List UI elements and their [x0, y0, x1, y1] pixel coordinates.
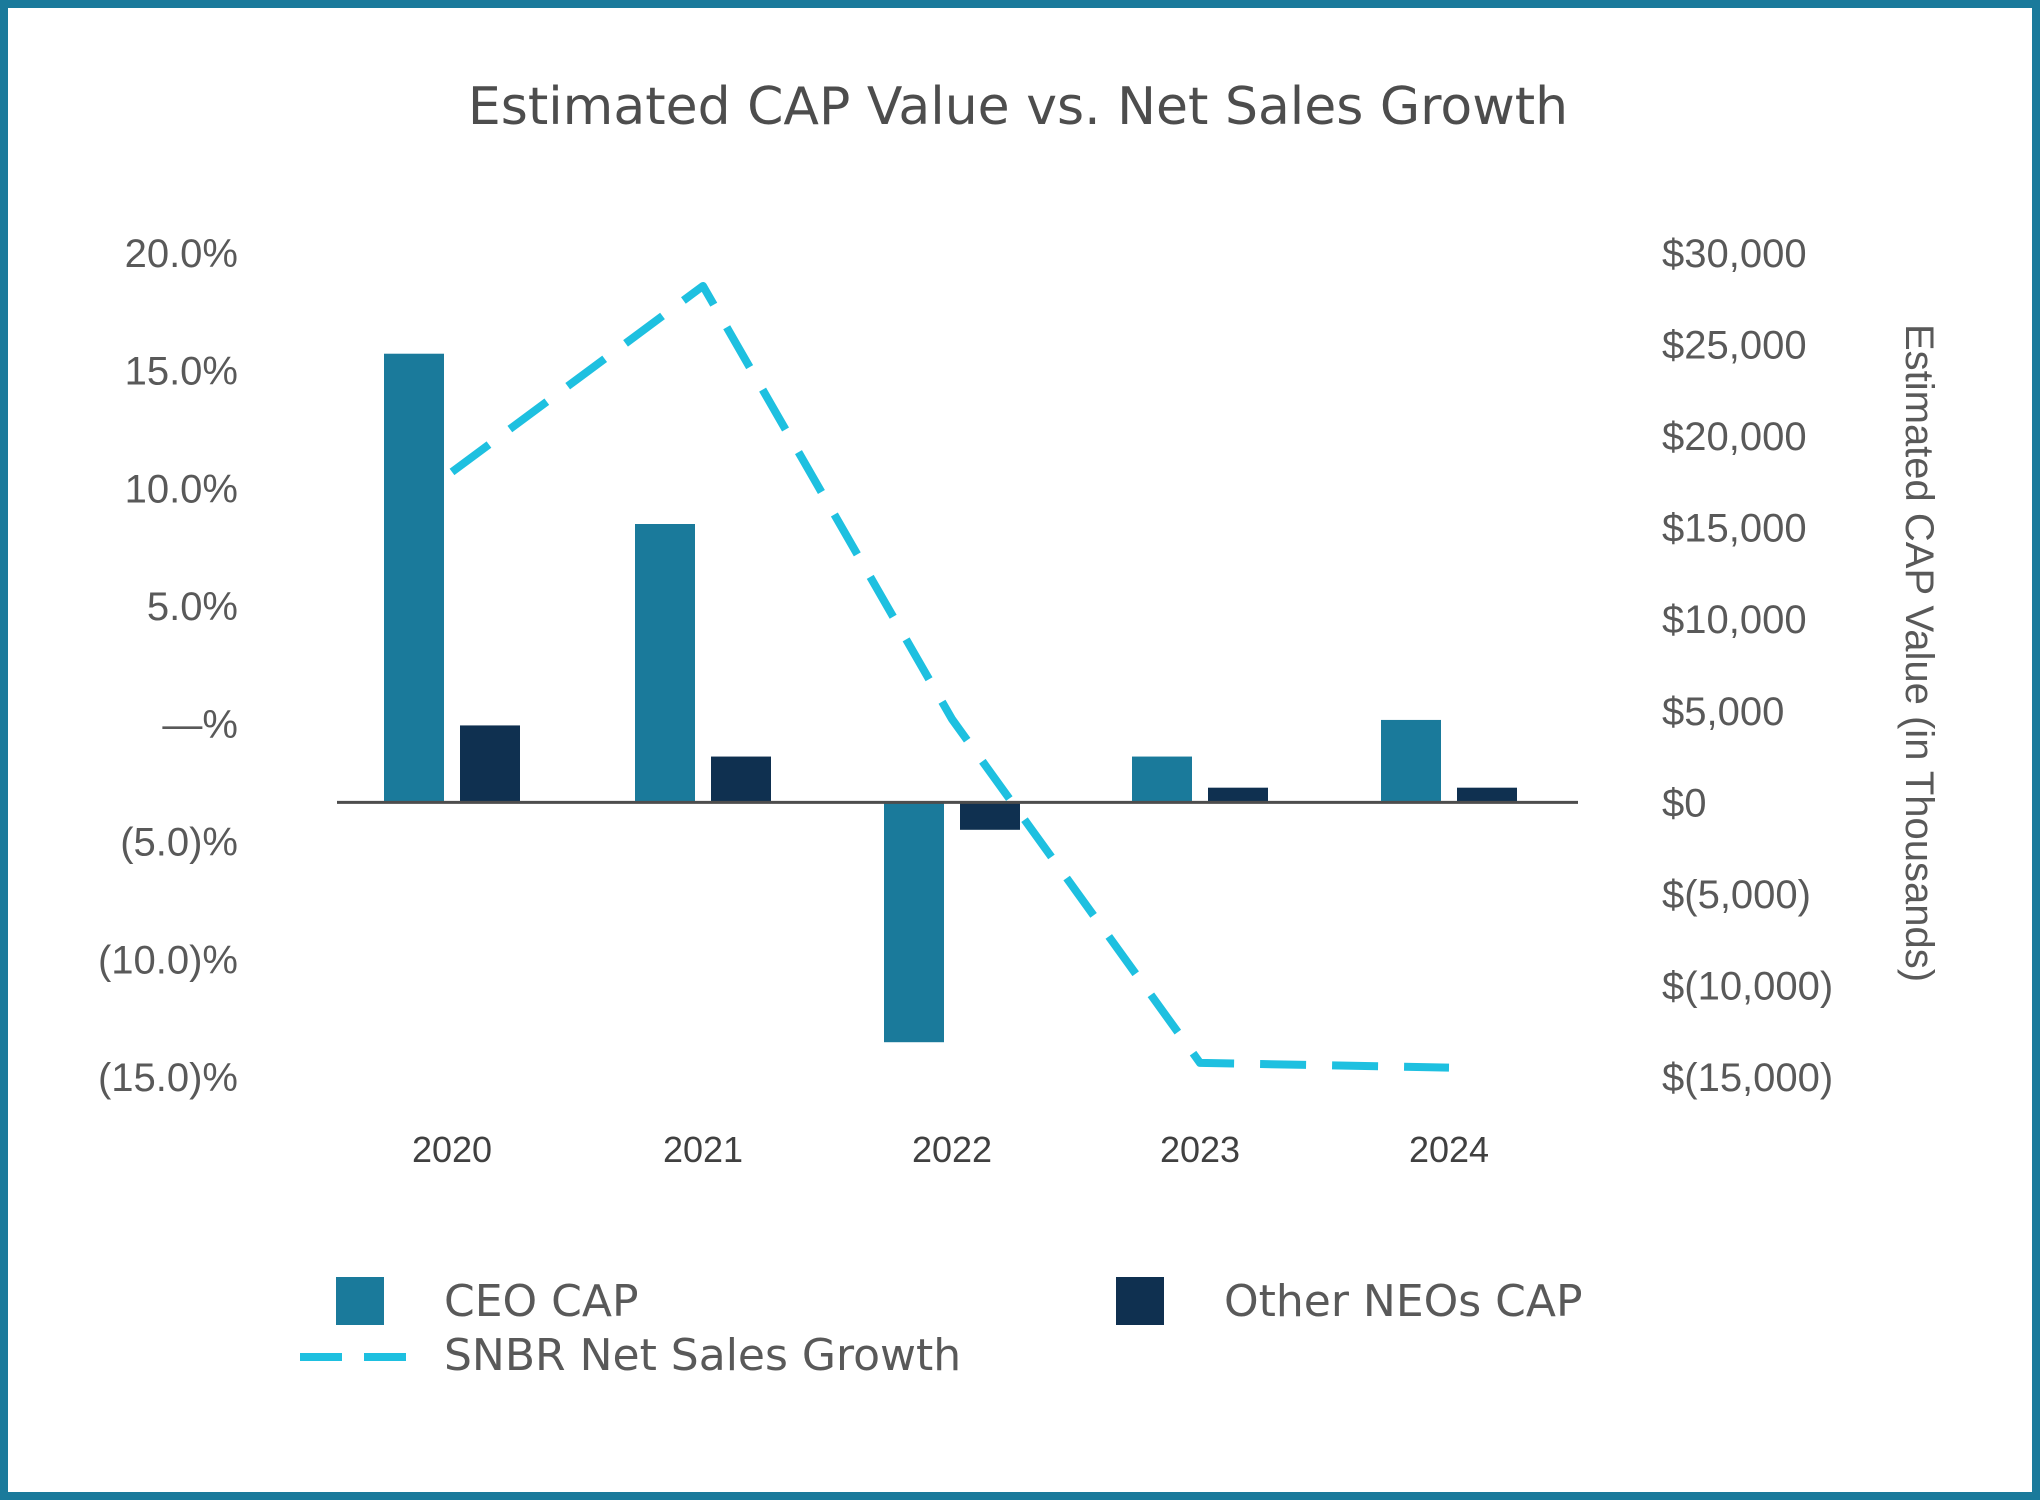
left-tick-label: 10.0%: [125, 467, 238, 511]
left-tick-label: (15.0)%: [98, 1056, 238, 1100]
left-axis-ticks: 20.0% 15.0% 10.0% 5.0% —% (5.0)% (10.0)% (15.0)…: [98, 232, 238, 1100]
x-tick-label: 2024: [1409, 1129, 1489, 1170]
legend: CEO CAP Other NEOs CAP SNBR Net Sales Gr…: [300, 1276, 1583, 1381]
left-tick-label: (10.0)%: [98, 938, 238, 982]
legend-label-net-sales-growth: SNBR Net Sales Growth: [444, 1330, 961, 1381]
bar-other-neos-cap: [960, 802, 1020, 830]
right-tick-label: $5,000: [1662, 690, 1784, 734]
left-tick-label: 20.0%: [125, 232, 238, 276]
left-tick-label: 15.0%: [125, 350, 238, 394]
line-net-sales-growth: [449, 281, 1450, 1072]
bars: [384, 353, 1517, 1043]
left-tick-label: 5.0%: [147, 585, 238, 629]
right-tick-label: $25,000: [1662, 324, 1807, 368]
bar-ceo-cap: [635, 524, 695, 803]
legend-swatch-other-neos-cap: [1116, 1277, 1164, 1325]
right-tick-label: $15,000: [1662, 507, 1807, 551]
legend-swatch-ceo-cap: [336, 1277, 384, 1325]
x-tick-label: 2021: [663, 1129, 743, 1170]
right-tick-label: $20,000: [1662, 415, 1807, 459]
chart-title: Estimated CAP Value vs. Net Sales Growth: [468, 77, 1568, 137]
bar-ceo-cap: [1132, 756, 1192, 803]
legend-label-other-neos-cap: Other NEOs CAP: [1224, 1276, 1583, 1327]
bar-ceo-cap: [384, 353, 444, 803]
bar-other-neos-cap: [460, 725, 520, 803]
x-tick-label: 2023: [1160, 1129, 1240, 1170]
bar-ceo-cap: [1381, 719, 1441, 803]
right-tick-label: $(5,000): [1662, 873, 1811, 917]
right-axis-ticks: $30,000 $25,000 $20,000 $15,000 $10,000 $5,00…: [1662, 232, 1833, 1100]
right-tick-label: $(15,000): [1662, 1056, 1833, 1100]
right-tick-label: $0: [1662, 781, 1707, 825]
legend-label-ceo-cap: CEO CAP: [444, 1276, 639, 1327]
right-tick-label: $(10,000): [1662, 964, 1833, 1008]
left-tick-label: —%: [162, 703, 238, 747]
x-axis-ticks: 2020 2021 2022 2023 2024: [412, 1129, 1489, 1170]
x-tick-label: 2022: [912, 1129, 992, 1170]
bar-ceo-cap: [884, 802, 944, 1043]
x-tick-label: 2020: [412, 1129, 492, 1170]
right-axis-label: Estimated CAP Value (in Thousands): [1897, 324, 1941, 982]
bar-other-neos-cap: [1208, 787, 1268, 803]
bar-other-neos-cap: [711, 756, 771, 803]
net-sales-growth-line: [449, 281, 1450, 1072]
left-tick-label: (5.0)%: [120, 821, 238, 865]
right-tick-label: $10,000: [1662, 598, 1807, 642]
bar-other-neos-cap: [1457, 787, 1517, 803]
right-tick-label: $30,000: [1662, 232, 1807, 276]
